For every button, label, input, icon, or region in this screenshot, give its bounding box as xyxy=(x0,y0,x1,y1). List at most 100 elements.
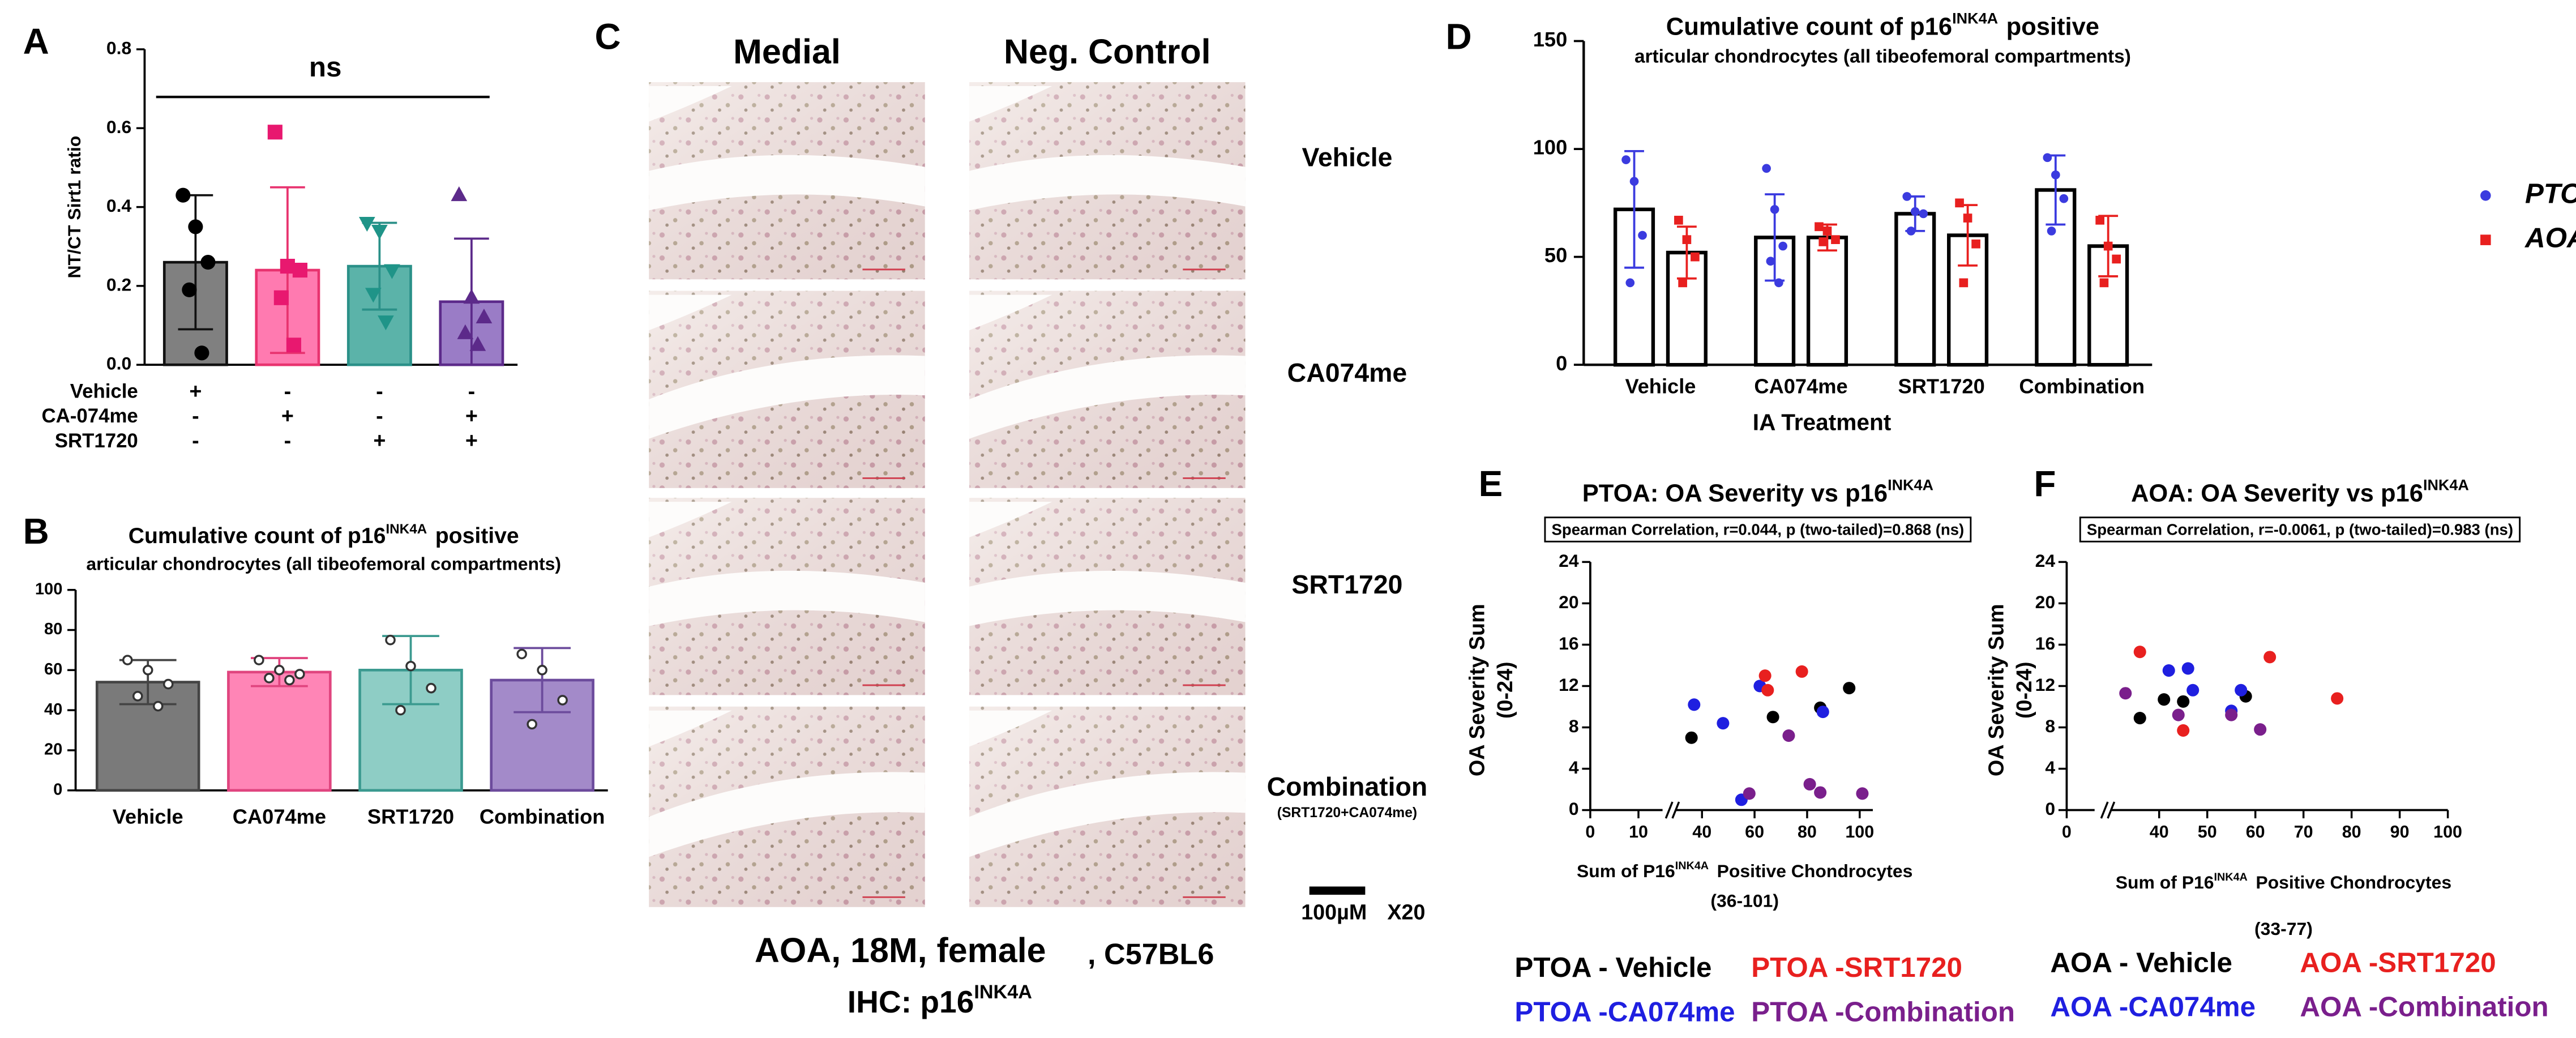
legend-label: PTOA -SRT1720 xyxy=(1751,952,1962,983)
text-part: Positive Chondrocytes xyxy=(1717,861,1913,881)
legend-marker xyxy=(2480,190,2491,201)
data-point xyxy=(2099,278,2109,288)
data-point xyxy=(284,674,295,686)
x-tick-label: 50 xyxy=(2198,822,2217,841)
treatment-name: Vehicle xyxy=(70,381,138,403)
data-point xyxy=(200,255,216,270)
x-tick-label: Vehicle xyxy=(1625,374,1696,398)
x-tick-label: 60 xyxy=(1745,822,1764,841)
treatment-mark: - xyxy=(284,379,292,403)
data-point xyxy=(469,336,486,351)
x-tick-label: Combination xyxy=(2019,374,2145,398)
joint-edge xyxy=(969,710,1052,747)
x-tick-label: 80 xyxy=(2342,822,2361,841)
data-point xyxy=(1959,278,1969,288)
data-point xyxy=(1843,682,1856,695)
y-tick-label: 100 xyxy=(1533,136,1568,159)
text-part: Cumulative count of p16 xyxy=(1666,13,1952,40)
treatment-mark: + xyxy=(465,429,478,452)
axis-break xyxy=(2100,801,2116,819)
data-point xyxy=(426,682,437,694)
x-tick-label: Vehicle xyxy=(113,805,183,828)
x-tick-label: 40 xyxy=(1692,822,1711,841)
panel-label: A xyxy=(23,21,49,62)
y-tick-label: 24 xyxy=(2035,550,2056,571)
text-part: AOA: OA Severity vs p16 xyxy=(2131,480,2423,507)
data-point xyxy=(264,673,275,684)
data-point xyxy=(2133,646,2146,659)
bar xyxy=(1894,212,1936,367)
data-point xyxy=(1762,164,1771,173)
treatment-mark: + xyxy=(189,379,202,403)
y-tick-label: 12 xyxy=(2035,674,2056,695)
treatment-mark: - xyxy=(468,379,476,403)
data-point xyxy=(2186,684,2200,697)
column-header: Medial xyxy=(733,32,841,71)
data-point xyxy=(537,665,547,676)
x-axis-label: (33-77) xyxy=(2254,919,2313,939)
data-point xyxy=(395,704,406,716)
row-label: Vehicle xyxy=(1302,143,1392,172)
x-tick-label: SRT1720 xyxy=(367,805,454,828)
legend-label: PTOA -CA074me xyxy=(1514,996,1735,1027)
data-point xyxy=(1758,669,1771,682)
axis-break xyxy=(1664,801,1680,819)
legend-label: PTOA -Combination xyxy=(1751,996,2015,1027)
x-axis-label: (36-101) xyxy=(1710,890,1779,911)
data-point xyxy=(365,288,382,303)
data-point xyxy=(463,289,480,304)
data-point xyxy=(194,345,209,361)
text-part: Positive Chondrocytes xyxy=(2256,873,2451,893)
legend-marker xyxy=(2480,234,2491,245)
text-part: Sum of P16 xyxy=(1577,861,1675,881)
y-axis-label: OA Severity Sum xyxy=(1465,604,1489,776)
y-tick-label: 0 xyxy=(2045,798,2055,819)
x-tick-label: SRT1720 xyxy=(1898,374,1985,398)
data-point xyxy=(132,691,143,702)
superscript: INK4A xyxy=(2214,871,2248,883)
data-point xyxy=(1674,216,1683,225)
y-tick-label: 100 xyxy=(35,580,62,598)
x-tick-label: 80 xyxy=(1798,822,1817,841)
data-point xyxy=(1688,698,1701,711)
x-tick-label: 90 xyxy=(2390,822,2410,841)
data-point xyxy=(527,719,537,730)
data-point xyxy=(1795,665,1808,678)
y-tick-label: 50 xyxy=(1544,244,1567,267)
data-point xyxy=(1766,711,1779,724)
data-point xyxy=(1955,198,1964,208)
data-point xyxy=(2119,687,2132,700)
x-tick-label: 60 xyxy=(2246,822,2265,841)
data-point xyxy=(1919,209,1928,219)
y-tick-label: 0 xyxy=(53,780,62,798)
data-point xyxy=(1782,729,1795,742)
text-part: positive xyxy=(2006,13,2099,40)
data-point xyxy=(122,655,133,665)
bar xyxy=(227,670,332,792)
y-tick-label: 0 xyxy=(1569,798,1579,819)
chart-title: AOA: OA Severity vs p16INK4A xyxy=(2131,477,2469,507)
data-point xyxy=(1818,237,1828,246)
panel-label: B xyxy=(23,511,49,552)
legend-label: PTOA xyxy=(2525,178,2576,209)
data-point xyxy=(1770,204,1779,214)
y-tick-label: 0.4 xyxy=(106,195,132,216)
data-point xyxy=(2235,684,2248,697)
y-axis-label: NT/CT Sirt1 ratio xyxy=(64,136,84,279)
text-part: positive xyxy=(435,524,519,548)
caption-strain: , C57BL6 xyxy=(1088,938,1214,971)
data-point xyxy=(1685,731,1698,744)
data-point xyxy=(2331,692,2344,705)
data-point xyxy=(2059,194,2069,203)
joint-edge xyxy=(649,502,732,537)
error-bar xyxy=(1624,150,1644,269)
data-point xyxy=(2133,712,2146,725)
y-tick-label: 150 xyxy=(1533,28,1568,51)
data-point xyxy=(188,219,203,234)
data-point xyxy=(1816,706,1829,719)
superscript: INK4A xyxy=(974,981,1032,1003)
joint-space xyxy=(649,155,925,211)
y-tick-label: 0.0 xyxy=(106,353,131,374)
legend-label: PTOA - Vehicle xyxy=(1514,952,1711,983)
y-tick-label: 80 xyxy=(44,620,62,638)
